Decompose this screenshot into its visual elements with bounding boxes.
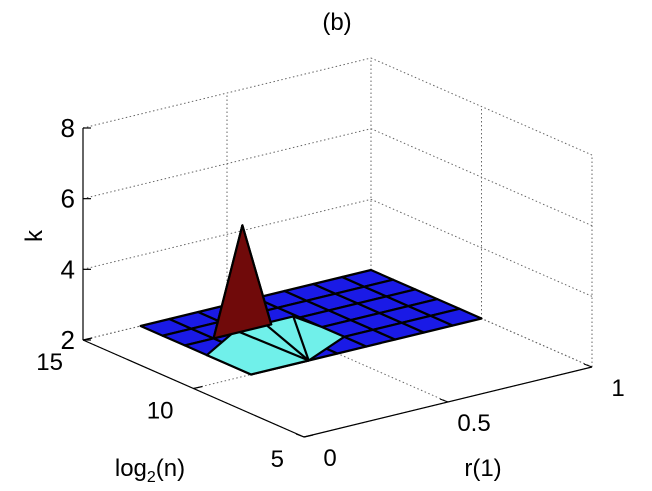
surface-layer: [139, 224, 483, 376]
x-tick-label: 1: [611, 375, 624, 402]
grid-line: [370, 198, 593, 297]
panel-title: (b): [322, 9, 351, 36]
x-tick: [583, 363, 593, 368]
grid-line: [82, 57, 372, 129]
z-tick-label: 4: [61, 254, 75, 284]
y-axis-label-rest: (n): [156, 455, 185, 482]
y-tick-label: 10: [147, 398, 174, 425]
x-tick-label: 0: [323, 445, 336, 472]
z-tick-label: 6: [61, 184, 75, 214]
x-axis-label: r(1): [464, 455, 501, 482]
y-axis-label-sub: 2: [147, 469, 156, 486]
z-tick-label: 8: [61, 113, 75, 143]
z-tick-label: 2: [61, 325, 75, 355]
x-tick-label: 0.5: [457, 410, 490, 437]
surface-tile: [429, 307, 483, 327]
grid-line: [370, 57, 593, 156]
x-tick: [439, 398, 449, 403]
grid-line: [82, 198, 372, 270]
y-tick: [303, 434, 314, 438]
y-tick: [193, 385, 203, 390]
x-tick: [295, 433, 305, 438]
y-axis-label: log2(n): [115, 455, 185, 486]
surface-edge: [263, 322, 310, 362]
y-tick-label: 5: [271, 446, 284, 473]
grid-layer: [82, 57, 593, 438]
y-axis-label-base: log: [115, 455, 147, 482]
y-tick-label: 15: [36, 349, 63, 376]
y-tick: [82, 337, 93, 341]
surface-edge: [292, 316, 310, 361]
surface-peak-face: [212, 224, 273, 340]
surface-edge: [235, 329, 310, 362]
z-axis-label: k: [21, 229, 48, 242]
